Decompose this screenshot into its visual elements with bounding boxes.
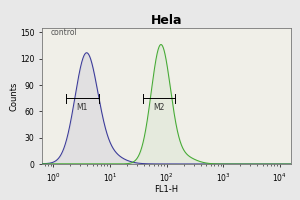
Text: M1: M1 bbox=[76, 103, 88, 112]
Text: control: control bbox=[50, 28, 77, 37]
Text: M2: M2 bbox=[153, 103, 164, 112]
Title: Hela: Hela bbox=[151, 14, 182, 27]
X-axis label: FL1-H: FL1-H bbox=[154, 185, 178, 194]
Y-axis label: Counts: Counts bbox=[10, 81, 19, 111]
